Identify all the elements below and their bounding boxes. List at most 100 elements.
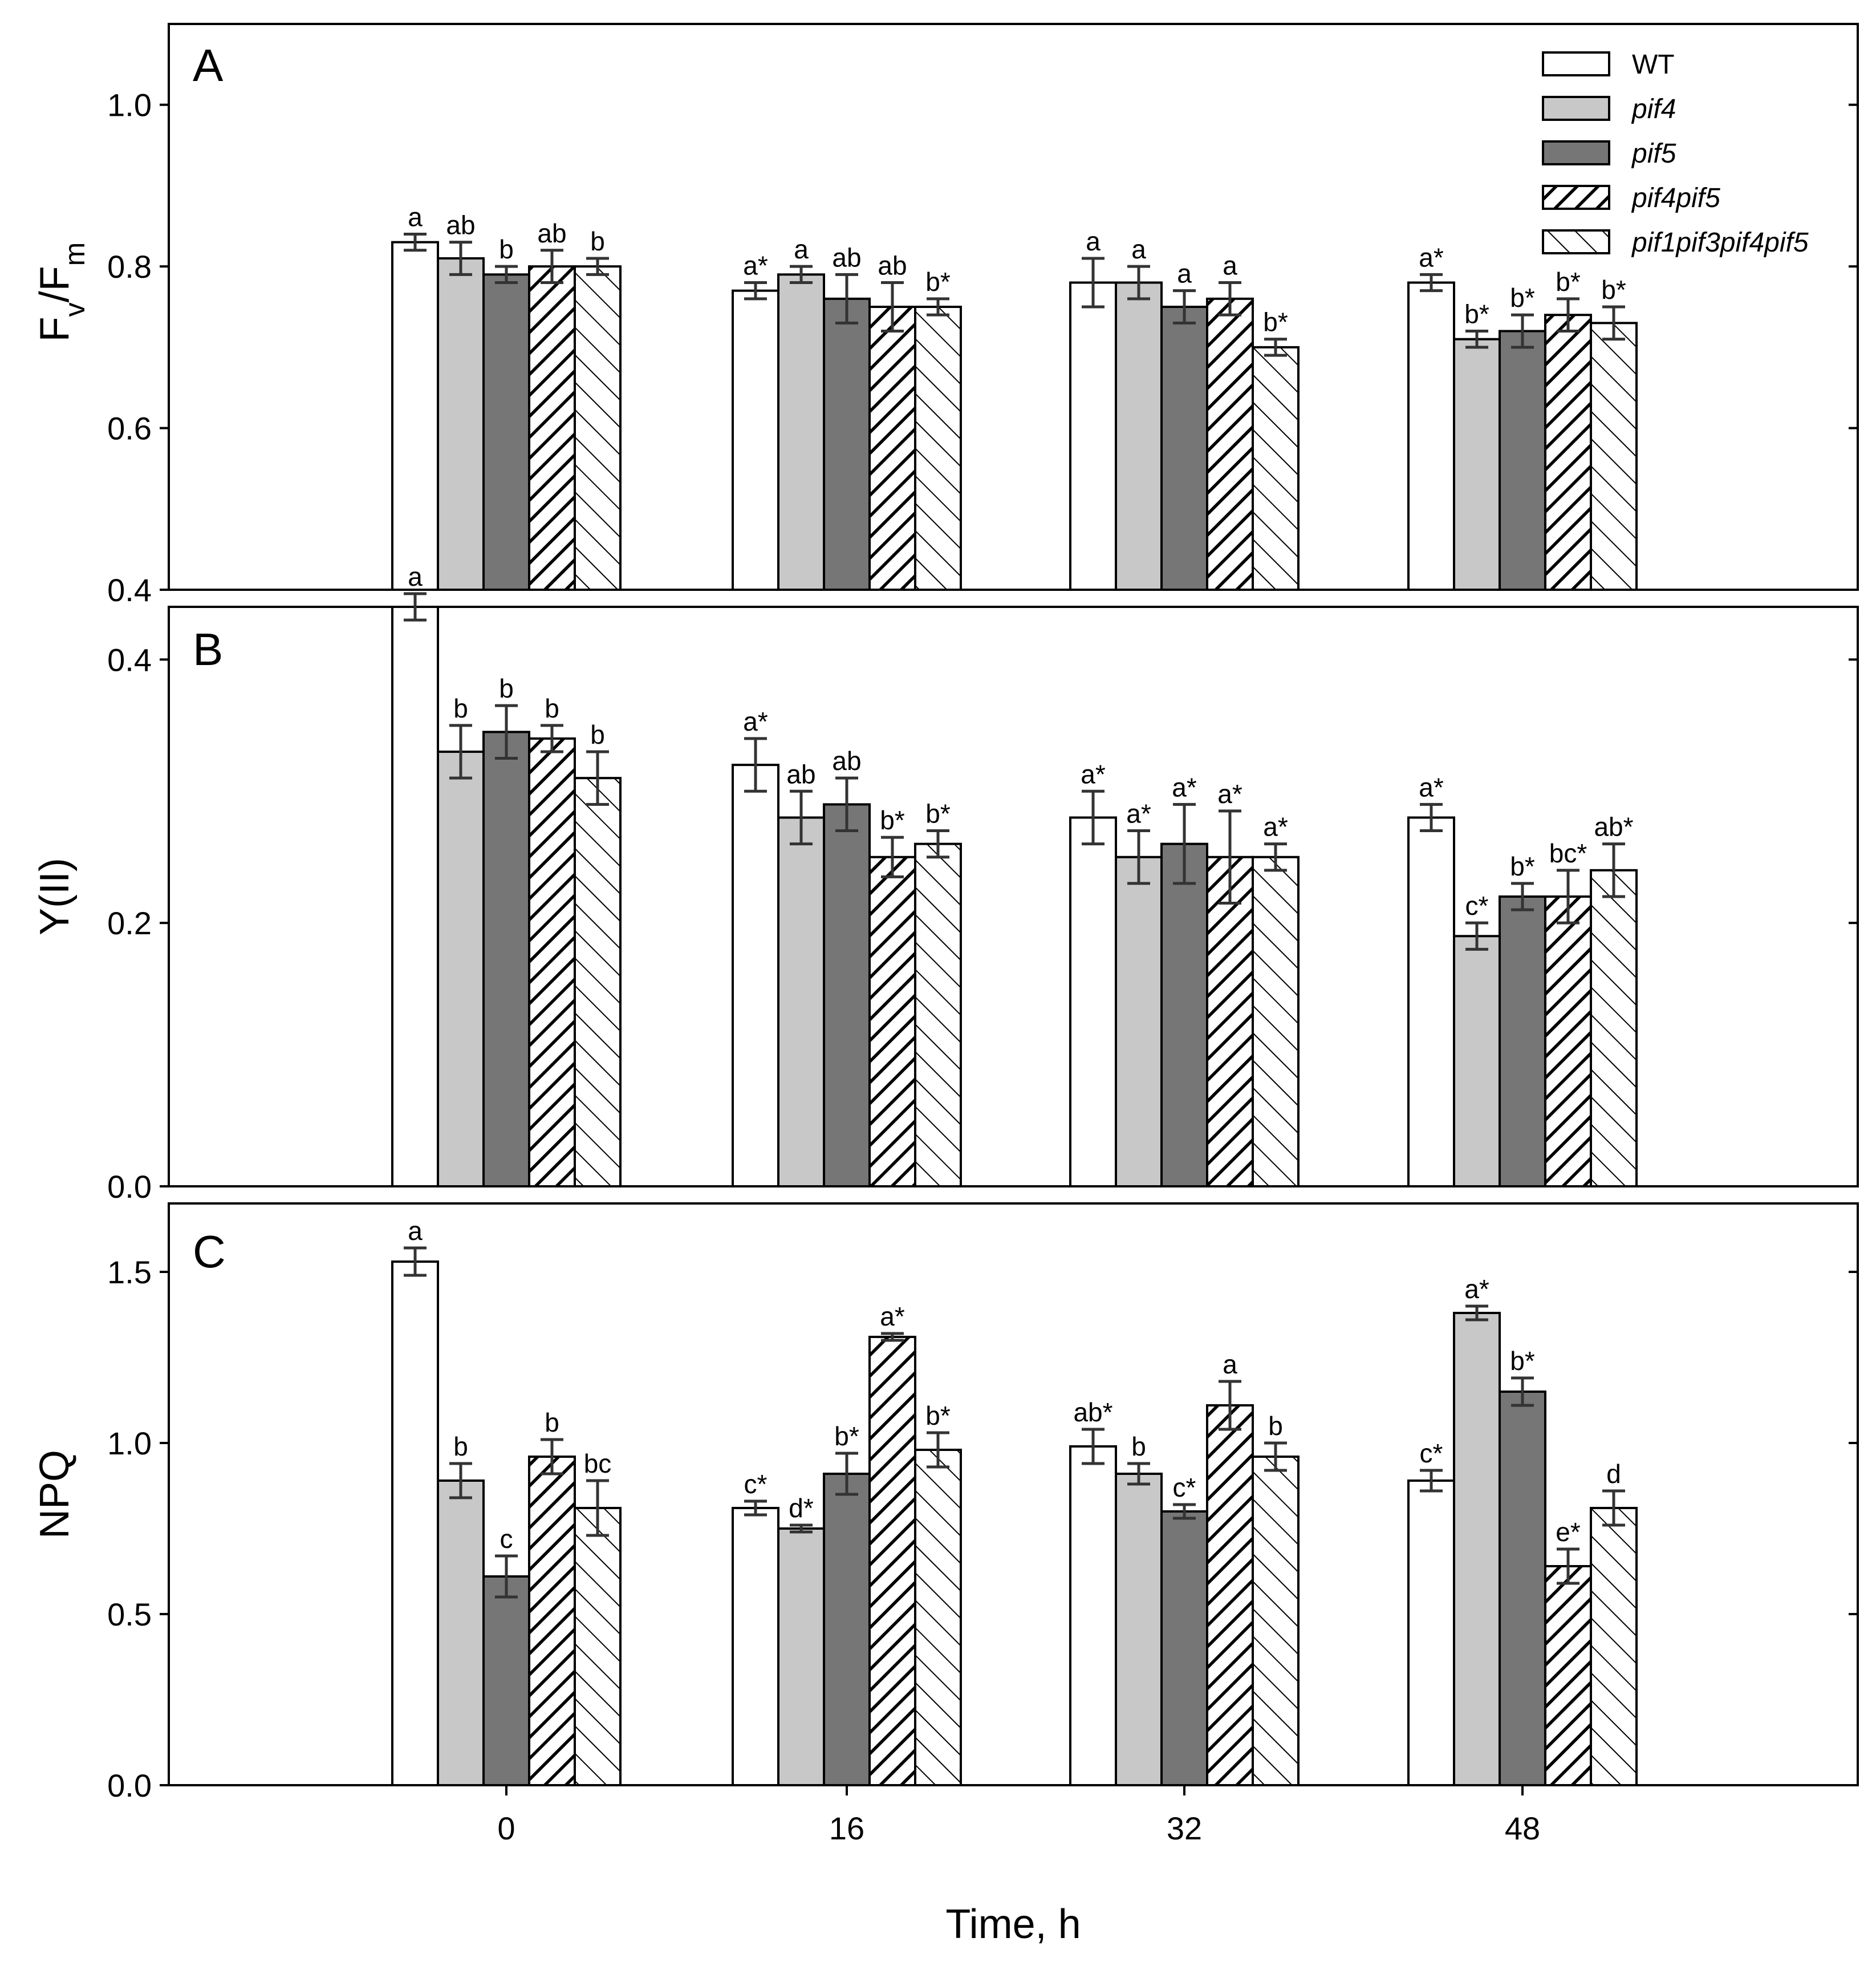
panel-a-bar-pif1pif3pif4pif5 xyxy=(1252,346,1300,591)
panel-c-bar-wt xyxy=(1069,1445,1117,1786)
panel-b-ytick-label: 0.0 xyxy=(107,1169,152,1205)
panel-b-bar-pif5 xyxy=(823,803,871,1187)
legend-label-pif4: pif4 xyxy=(1631,94,1676,124)
panel-a-ytick-label: 1.0 xyxy=(107,87,152,123)
panel-a-bar-pif5 xyxy=(1160,306,1208,591)
panel-b-sig-letter-pif4pif5: a* xyxy=(1217,779,1242,809)
panel-b-bar-wt xyxy=(732,764,779,1188)
panel-a-sig-letter-wt: a* xyxy=(1419,242,1444,272)
panel-a-ylabel: Fv/Fm xyxy=(32,242,91,342)
panel-c-sig-letter-pif5: c* xyxy=(1173,1473,1196,1502)
legend: WT pif4 pif5 pif4pif5 pif1pif3pif4pif5 xyxy=(1542,50,1809,258)
panel-c-sig-letter-pif4pif5: a xyxy=(1223,1349,1237,1379)
legend-swatch-pif4 xyxy=(1542,96,1610,121)
legend-swatch-wt xyxy=(1542,51,1610,76)
panel-c-ylabel: NPQ xyxy=(32,1450,78,1539)
panel-c-sig-letter-pif1pif3pif4pif5: d xyxy=(1606,1459,1621,1489)
panel-b-bar-pif1pif3pif4pif5 xyxy=(574,777,622,1187)
panel-a-sig-letter-pif5: a xyxy=(1177,259,1192,289)
panel-c-bar-pif4 xyxy=(777,1527,825,1786)
panel-a-bar-pif5 xyxy=(823,297,871,591)
panel-b-sig-letter-wt: a xyxy=(408,562,423,591)
panel-b-sig-letter-pif5: ab xyxy=(832,746,861,776)
panel-b-sig-letter-pif5: b xyxy=(499,674,514,703)
panel-a-sig-letter-pif4pif5: ab xyxy=(537,218,566,248)
panel-a-sig-letter-pif5: b xyxy=(499,234,514,264)
panel-a-bar-wt xyxy=(1407,281,1455,591)
x-tick-label: 48 xyxy=(1505,1810,1540,1846)
panel-b-sig-letter-pif4pif5: b xyxy=(545,694,559,723)
panel-a-ylabel-mid: /F xyxy=(32,266,78,302)
panel-b-ytick-label: 0.2 xyxy=(107,905,152,941)
panel-b-bar-pif1pif3pif4pif5 xyxy=(1252,856,1300,1187)
x-axis-label: Time, h xyxy=(945,1902,1081,1947)
panel-c-bar-pif4pif5 xyxy=(1206,1404,1254,1786)
panel-a-bar-pif1pif3pif4pif5 xyxy=(574,265,622,591)
panel-a-sig-letter-pif1pif3pif4pif5: b* xyxy=(925,267,951,297)
legend-label-wt: WT xyxy=(1632,50,1675,80)
panel-a-sig-letter-pif5: ab xyxy=(832,242,861,272)
panel-b-bar-pif4 xyxy=(437,751,485,1187)
panel-c-sig-letter-pif4: d* xyxy=(789,1493,814,1523)
panel-c-bar-pif1pif3pif4pif5 xyxy=(914,1449,962,1786)
panel-a-bar-pif4 xyxy=(1453,338,1501,591)
panel-a-ylabel-sub2: m xyxy=(59,242,91,266)
panel-a-sig-letter-pif1pif3pif4pif5: b xyxy=(590,226,605,256)
panel-b-sig-letter-wt: a* xyxy=(743,707,768,736)
panel-a-ytick-label: 0.8 xyxy=(107,249,152,285)
panel-b-bar-pif4 xyxy=(1115,856,1163,1187)
legend-swatch-pif1pif3pif4pif5 xyxy=(1542,229,1610,254)
panel-a-letter: A xyxy=(193,40,224,91)
panel-c-bar-pif4 xyxy=(1115,1473,1163,1786)
panel-a-bar-pif4pif5 xyxy=(1206,297,1254,591)
panel-b-sig-letter-pif5: b* xyxy=(1510,852,1535,881)
panel-b-sig-letter-wt: a* xyxy=(1081,759,1106,789)
panel-b-bar-pif1pif3pif4pif5 xyxy=(1590,869,1638,1188)
panel-b-sig-letter-pif1pif3pif4pif5: b* xyxy=(925,799,951,829)
panel-c-bar-pif5 xyxy=(823,1473,871,1786)
panel-c-sig-letter-pif4: b xyxy=(453,1432,468,1461)
panel-b-frame xyxy=(168,606,1859,1187)
panel-b-ytick-label: 0.4 xyxy=(107,642,152,678)
panel-b-bar-pif4pif5 xyxy=(1206,856,1254,1187)
panel-a-bar-pif4pif5 xyxy=(1544,314,1592,591)
panel-c-frame xyxy=(168,1202,1859,1786)
panel-a-sig-letter-pif4pif5: b* xyxy=(1556,267,1581,297)
panel-a-ytick-label: 0.6 xyxy=(107,411,152,447)
panel-b-bar-wt xyxy=(1069,816,1117,1188)
panel-c-sig-letter-pif5: c xyxy=(500,1524,513,1554)
panel-c-sig-letter-pif1pif3pif4pif5: b* xyxy=(925,1401,951,1430)
panel-c-bar-pif4pif5 xyxy=(1544,1565,1592,1786)
panel-c-bar-pif4pif5 xyxy=(528,1456,576,1786)
panel-a-sig-letter-wt: a xyxy=(408,202,423,232)
panel-b-bar-pif4pif5 xyxy=(528,737,576,1187)
panel-b-sig-letter-pif4pif5: bc* xyxy=(1549,838,1587,868)
panel-a-sig-letter-pif4: ab xyxy=(446,210,475,240)
panel-b-sig-letter-pif1pif3pif4pif5: b xyxy=(590,720,605,749)
panel-b-sig-letter-pif5: a* xyxy=(1172,772,1197,802)
panel-b-bar-pif4pif5 xyxy=(1544,895,1592,1187)
panel-b-bar-wt xyxy=(391,606,439,1187)
panel-c-sig-letter-pif5: b* xyxy=(1510,1346,1535,1376)
panel-a-sig-letter-wt: a xyxy=(1086,226,1101,256)
legend-swatch-pif5 xyxy=(1542,140,1610,165)
panel-b-bar-pif1pif3pif4pif5 xyxy=(914,842,962,1187)
panel-a-sig-letter-pif4pif5: a xyxy=(1223,250,1237,280)
panel-a-sig-letter-pif4pif5: ab xyxy=(878,250,907,280)
panel-c-bar-pif5 xyxy=(482,1575,530,1786)
legend-label-pif4pif5: pif4pif5 xyxy=(1631,183,1720,213)
panel-a-bar-pif5 xyxy=(482,273,530,591)
panel-b-bar-pif4 xyxy=(777,816,825,1188)
legend-label-pif1pif3pif4pif5: pif1pif3pif4pif5 xyxy=(1631,228,1809,258)
panel-b-sig-letter-pif4: b xyxy=(453,694,468,723)
legend-swatch-pif4pif5 xyxy=(1542,185,1610,210)
panel-c-bar-pif5 xyxy=(1160,1510,1208,1786)
x-tick-label: 16 xyxy=(829,1810,864,1846)
panel-b-letter: B xyxy=(193,624,223,675)
panel-c-bar-pif5 xyxy=(1499,1391,1546,1786)
panel-c-ytick-label: 0.0 xyxy=(107,1768,152,1803)
panel-a-frame xyxy=(168,23,1859,591)
panel-a-bar-pif1pif3pif4pif5 xyxy=(914,306,962,591)
